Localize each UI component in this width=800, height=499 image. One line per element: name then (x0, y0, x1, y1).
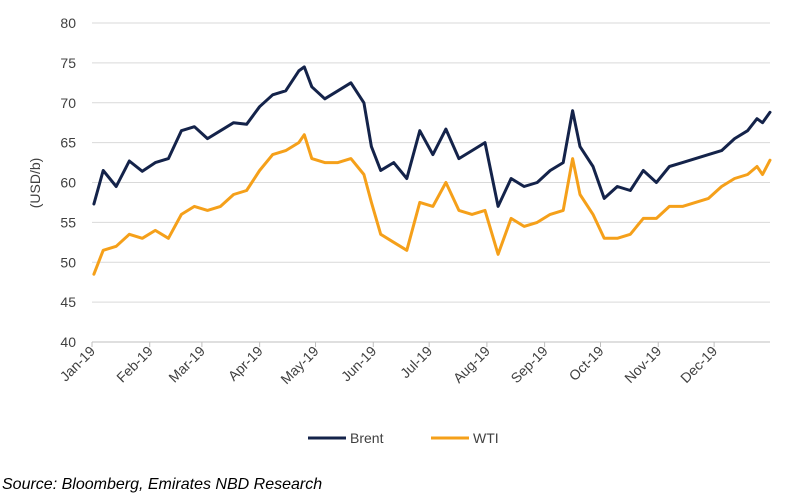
y-tick-label: 60 (60, 175, 76, 191)
x-tick-label: Jun-19 (338, 343, 380, 385)
y-axis-label: (USD/b) (27, 158, 43, 209)
y-tick-label: 65 (60, 135, 76, 151)
x-tick-label: Mar-19 (165, 343, 208, 386)
legend-label-wti: WTI (473, 430, 499, 446)
source-note: Source: Bloomberg, Emirates NBD Research (2, 476, 323, 493)
y-tick-label: 70 (60, 95, 76, 111)
x-tick-label: Sep-19 (507, 343, 550, 386)
x-tick-label: May-19 (277, 343, 321, 387)
x-tick-label: Feb-19 (113, 343, 156, 386)
y-tick-label: 45 (60, 294, 76, 310)
x-tick-label: Aug-19 (450, 343, 493, 386)
y-tick-label: 55 (60, 214, 76, 230)
x-axis-ticks: Jan-19 Feb-19 Mar-19 Apr-19 May-19 Jun-19 Jul-… (57, 342, 720, 387)
legend: Brent WTI (308, 430, 499, 446)
series-line-brent (92, 65, 772, 208)
x-tick-label: Dec-19 (677, 343, 720, 386)
gridlines (92, 22, 770, 303)
y-tick-label: 75 (60, 55, 76, 71)
y-axis-ticks: 40 45 50 55 60 65 70 75 80 (60, 15, 76, 350)
legend-label-brent: Brent (350, 430, 384, 446)
x-tick-label: Jul-19 (397, 343, 435, 381)
series-lines (92, 65, 772, 276)
x-tick-label: Oct-19 (566, 343, 607, 384)
y-tick-label: 40 (60, 334, 76, 350)
x-tick-label: Nov-19 (621, 343, 664, 386)
y-tick-label: 50 (60, 254, 76, 270)
y-tick-label: 80 (60, 15, 76, 31)
x-tick-label: Apr-19 (225, 343, 266, 384)
series-line-wti (92, 133, 772, 276)
